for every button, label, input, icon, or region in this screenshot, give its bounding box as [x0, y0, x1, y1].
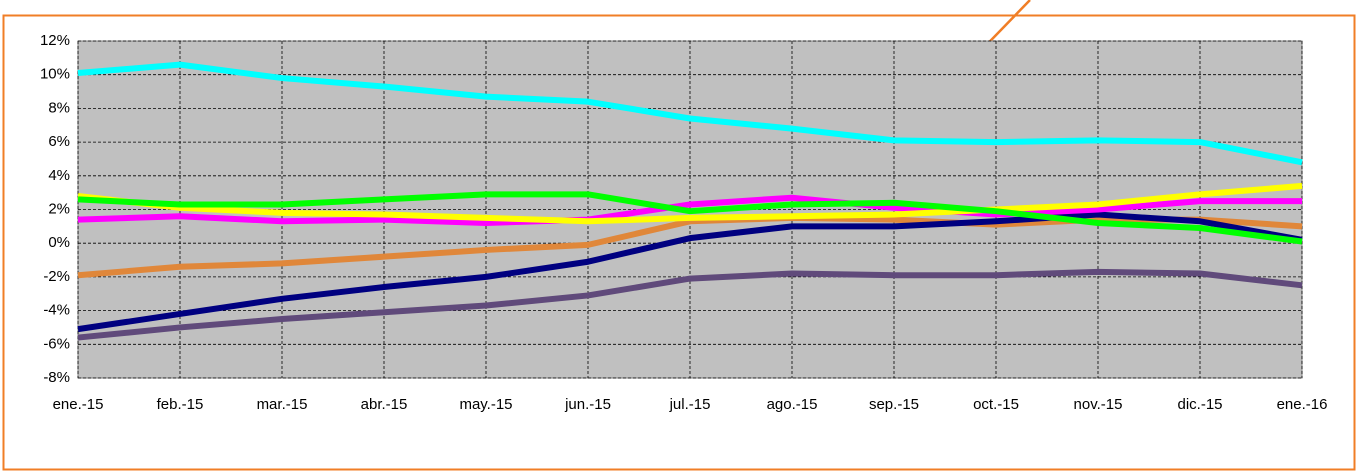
x-tick-label: jul.-15	[669, 396, 711, 413]
y-tick-label: 8%	[48, 99, 70, 116]
x-tick-label: may.-15	[459, 396, 512, 413]
y-tick-label: 2%	[48, 200, 70, 217]
y-tick-label: 6%	[48, 133, 70, 150]
series-line	[77, 194, 1302, 226]
x-tick-label: ago.-15	[767, 396, 818, 413]
y-tick-label: 4%	[48, 167, 70, 184]
x-tick-label: nov.-15	[1074, 396, 1123, 413]
y-tick-label: -2%	[43, 268, 70, 285]
series-line	[77, 61, 1303, 166]
y-tick-label: 12%	[40, 32, 70, 49]
y-tick-label: -6%	[43, 335, 70, 352]
x-tick-label: ene.-15	[53, 396, 104, 413]
x-tick-label: feb.-15	[157, 396, 204, 413]
series-line	[77, 191, 1303, 245]
series-line	[77, 214, 1303, 279]
y-tick-label: -8%	[43, 369, 70, 386]
y-tick-label: -4%	[43, 302, 70, 319]
series-line	[77, 268, 1303, 341]
series-line	[77, 182, 1303, 225]
x-tick-label: dic.-15	[1177, 396, 1222, 413]
x-tick-label: jun.-15	[564, 396, 611, 413]
x-tick-label: ene.-16	[1277, 396, 1328, 413]
y-tick-label: 10%	[40, 66, 70, 83]
y-tick-label: 0%	[48, 234, 70, 251]
x-tick-label: abr.-15	[361, 396, 408, 413]
x-tick-label: oct.-15	[973, 396, 1019, 413]
series-line	[77, 211, 1303, 333]
x-tick-label: sep.-15	[869, 396, 919, 413]
x-tick-label: mar.-15	[257, 396, 308, 413]
